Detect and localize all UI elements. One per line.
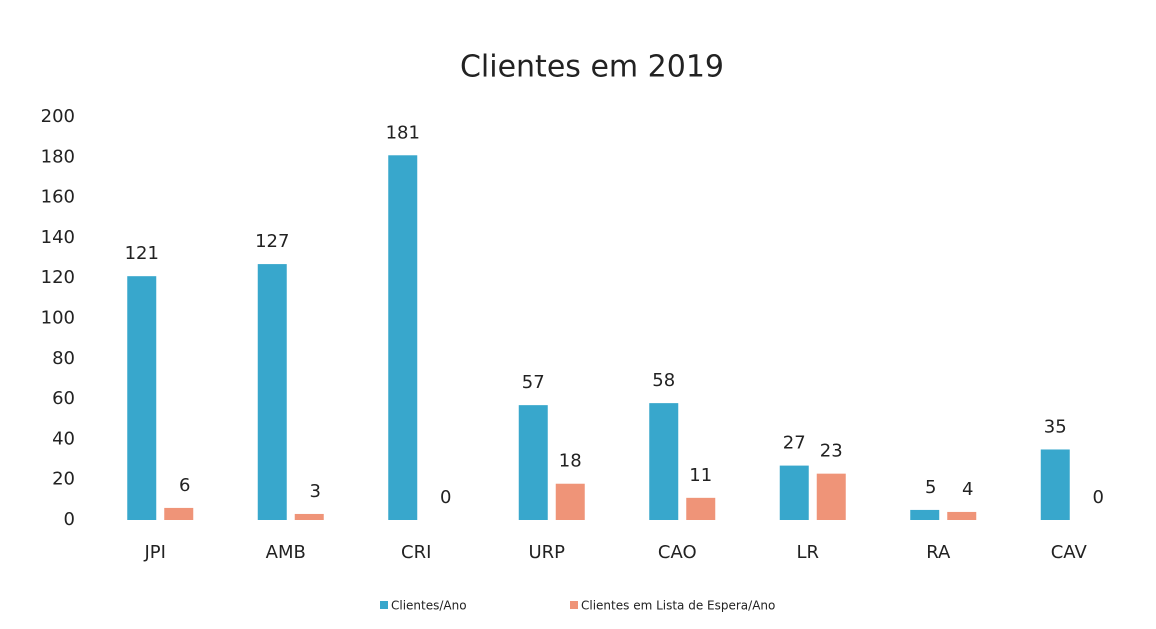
data-label: 121 (125, 243, 159, 264)
legend-swatch (570, 601, 578, 609)
data-label: 35 (1044, 416, 1067, 437)
bar (127, 276, 157, 520)
x-tick-label: CAV (1051, 542, 1088, 563)
bar (164, 507, 194, 520)
bar (294, 513, 324, 520)
data-label: 27 (783, 433, 806, 454)
y-tick-label: 80 (52, 348, 75, 369)
x-tick-label: RA (926, 542, 951, 563)
bar (388, 155, 418, 520)
y-tick-label: 120 (41, 267, 75, 288)
x-tick-label: CRI (401, 542, 431, 563)
bar (518, 405, 548, 520)
data-label: 127 (255, 231, 289, 252)
data-label: 6 (179, 475, 190, 496)
x-tick-label: URP (528, 542, 565, 563)
bar (910, 509, 940, 520)
legend-label: Clientes em Lista de Espera/Ano (581, 599, 775, 613)
chart-title: Clientes em 2019 (460, 50, 724, 85)
data-label: 58 (652, 370, 675, 391)
data-label: 57 (522, 372, 545, 393)
data-label: 4 (962, 479, 973, 500)
bar (816, 473, 846, 520)
legend-label: Clientes/Ano (391, 599, 467, 613)
y-tick-label: 160 (41, 187, 75, 208)
data-label: 3 (310, 481, 321, 502)
y-tick-label: 60 (52, 388, 75, 409)
x-tick-label: LR (796, 542, 819, 563)
x-tick-label: JPI (144, 542, 166, 563)
data-label: 0 (1093, 487, 1104, 508)
bar (947, 511, 977, 520)
y-tick-label: 20 (52, 469, 75, 490)
data-label: 181 (386, 122, 420, 143)
data-label: 5 (925, 477, 936, 498)
data-label: 11 (689, 465, 712, 486)
y-tick-label: 100 (41, 308, 75, 329)
legend-swatch (380, 601, 388, 609)
bar (779, 465, 809, 520)
data-label: 18 (559, 451, 582, 472)
y-tick-label: 40 (52, 428, 75, 449)
bar (555, 483, 585, 520)
bar (649, 403, 679, 520)
x-tick-label: CAO (658, 542, 697, 563)
y-tick-label: 140 (41, 227, 75, 248)
x-tick-label: AMB (266, 542, 306, 563)
bar (686, 497, 716, 520)
y-tick-label: 200 (41, 106, 75, 127)
bar (1040, 449, 1070, 520)
data-label: 23 (820, 441, 843, 462)
bar (257, 264, 287, 520)
y-tick-label: 180 (41, 146, 75, 167)
y-tick-label: 0 (64, 509, 75, 530)
data-label: 0 (440, 487, 451, 508)
